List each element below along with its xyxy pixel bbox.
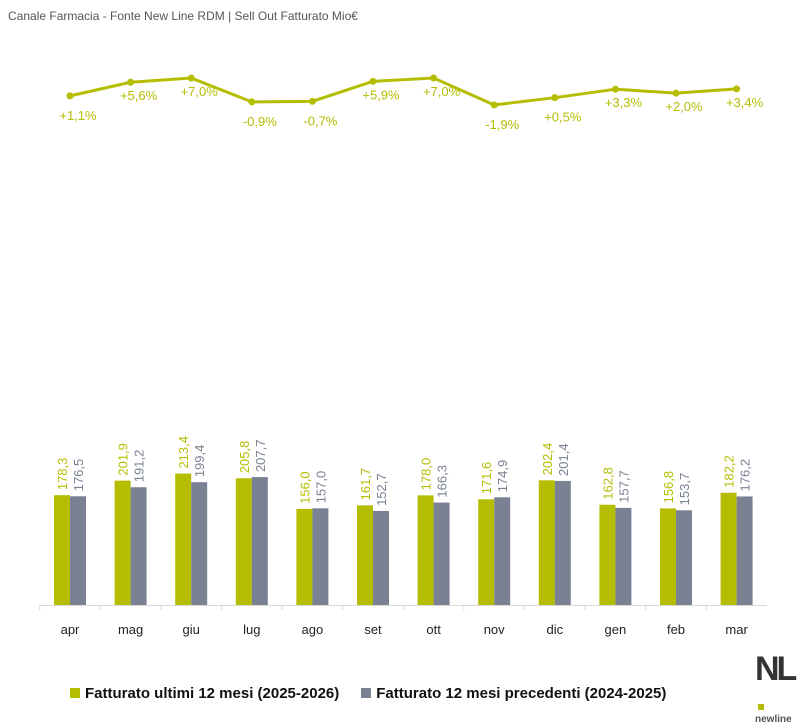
bar-current [296,508,313,605]
bar-previous [615,507,632,605]
growth-data-label: +3,4% [726,95,764,110]
bar-data-label: 205,8 [237,441,252,474]
bar-data-label: 156,0 [297,471,312,504]
bar-data-label: 162,8 [600,467,615,500]
growth-point [66,92,74,100]
bar-data-label: 156,8 [661,471,676,504]
bar-data-label: 202,4 [540,443,555,476]
bar-data-label: 157,0 [313,471,328,504]
legend-item-previous[interactable]: Fatturato 12 mesi precedenti (2024-2025) [361,685,666,702]
legend-label: Fatturato ultimi 12 mesi (2025-2026) [85,685,340,702]
growth-point [248,98,256,106]
x-tick-label: gen [605,622,627,637]
bar-current [599,504,616,605]
legend: Fatturato ultimi 12 mesi (2025-2026) Fat… [70,685,666,702]
growth-data-label: -0,9% [243,114,277,129]
bar-current [538,480,555,605]
bar-previous [736,496,753,605]
growth-data-label: +5,9% [362,87,400,102]
x-tick-label: set [364,622,382,637]
x-tick-label: giu [183,622,200,637]
bar-previous [312,508,329,605]
bar-data-label: 153,7 [677,473,692,506]
bar-data-label: 178,3 [55,458,70,491]
growth-data-label: +0,5% [544,110,582,125]
growth-data-label: +5,6% [120,88,158,103]
bar-data-label: 171,6 [479,462,494,495]
bar-data-label: 178,0 [419,458,434,491]
bar-current [114,480,131,605]
x-tick-label: ago [302,622,324,637]
legend-label: Fatturato 12 mesi precedenti (2024-2025) [376,685,667,702]
legend-swatch [70,688,80,698]
bar-previous [70,496,86,605]
bar-previous [251,477,268,605]
x-tick-label: mar [725,622,748,637]
growth-point [490,101,498,109]
bar-data-label: 207,7 [253,440,268,473]
x-tick-label: ott [426,622,441,637]
x-tick-label: lug [243,622,260,637]
growth-data-label: -0,7% [303,113,337,128]
x-tick-label: mag [118,622,143,637]
bar-previous [494,497,511,605]
x-tick-label: nov [484,622,505,637]
bar-previous [130,487,147,605]
bar-current [417,495,434,605]
bar-current [357,505,373,605]
bar-current [235,478,252,605]
legend-swatch [361,688,372,698]
growth-point [672,89,680,97]
growth-data-label: +7,0% [181,84,219,99]
bar-previous [191,482,208,605]
bar-data-label: 176,5 [71,459,86,492]
bar-data-label: 166,3 [435,465,450,498]
bar-data-label: 157,7 [616,470,631,503]
growth-point [308,97,316,105]
bar-data-label: 201,4 [556,443,571,476]
bar-current [478,499,495,605]
growth-data-label: +7,0% [423,84,461,99]
growth-point [430,74,438,82]
growth-data-label: +2,0% [665,99,703,114]
growth-point [127,78,135,86]
legend-item-current[interactable]: Fatturato ultimi 12 mesi (2025-2026) [70,685,339,702]
x-tick-label: feb [667,622,685,637]
bar-data-label: 152,7 [374,473,389,506]
growth-point [369,77,377,85]
growth-data-label: +3,3% [605,95,643,110]
growth-line [69,76,737,107]
growth-point [187,74,195,82]
bar-data-label: 176,2 [738,459,753,492]
chart-title: Canale Farmacia - Fonte New Line RDM | S… [8,9,358,23]
growth-data-label: +1,1% [59,108,97,123]
bar-data-label: 182,2 [722,455,737,488]
bar-previous [676,510,692,605]
x-tick-label: dic [546,622,563,637]
growth-point [611,85,619,93]
bar-current [175,473,192,605]
growth-point [551,94,559,102]
x-tick-label: apr [61,622,80,637]
bar-current [720,492,737,605]
bar-data-label: 213,4 [176,436,191,469]
bar-previous [373,510,389,605]
bar-data-label: 199,4 [192,445,207,478]
growth-point [733,85,741,93]
bar-data-label: 201,9 [116,443,131,476]
bar-data-label: 174,9 [495,460,510,493]
growth-data-label: -1,9% [485,117,519,132]
bar-data-label: 191,2 [132,450,147,483]
bar-current [660,508,676,605]
bar-previous [554,480,571,605]
bar-data-label: 161,7 [358,468,373,501]
bar-current [54,495,70,605]
bar-previous [433,502,450,605]
newline-logo: NL newline [755,650,797,725]
